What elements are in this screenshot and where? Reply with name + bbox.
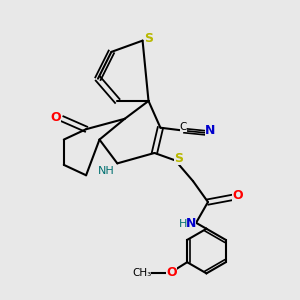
Text: O: O: [167, 266, 177, 279]
Text: N: N: [185, 217, 196, 230]
Text: S: S: [145, 32, 154, 45]
Text: N: N: [205, 124, 215, 137]
Text: H: H: [179, 219, 187, 229]
Text: NH: NH: [98, 166, 114, 176]
Text: C: C: [180, 122, 187, 132]
Text: CH₃: CH₃: [132, 268, 151, 278]
Text: S: S: [174, 152, 183, 164]
Text: O: O: [50, 111, 61, 124]
Text: O: O: [232, 189, 243, 202]
